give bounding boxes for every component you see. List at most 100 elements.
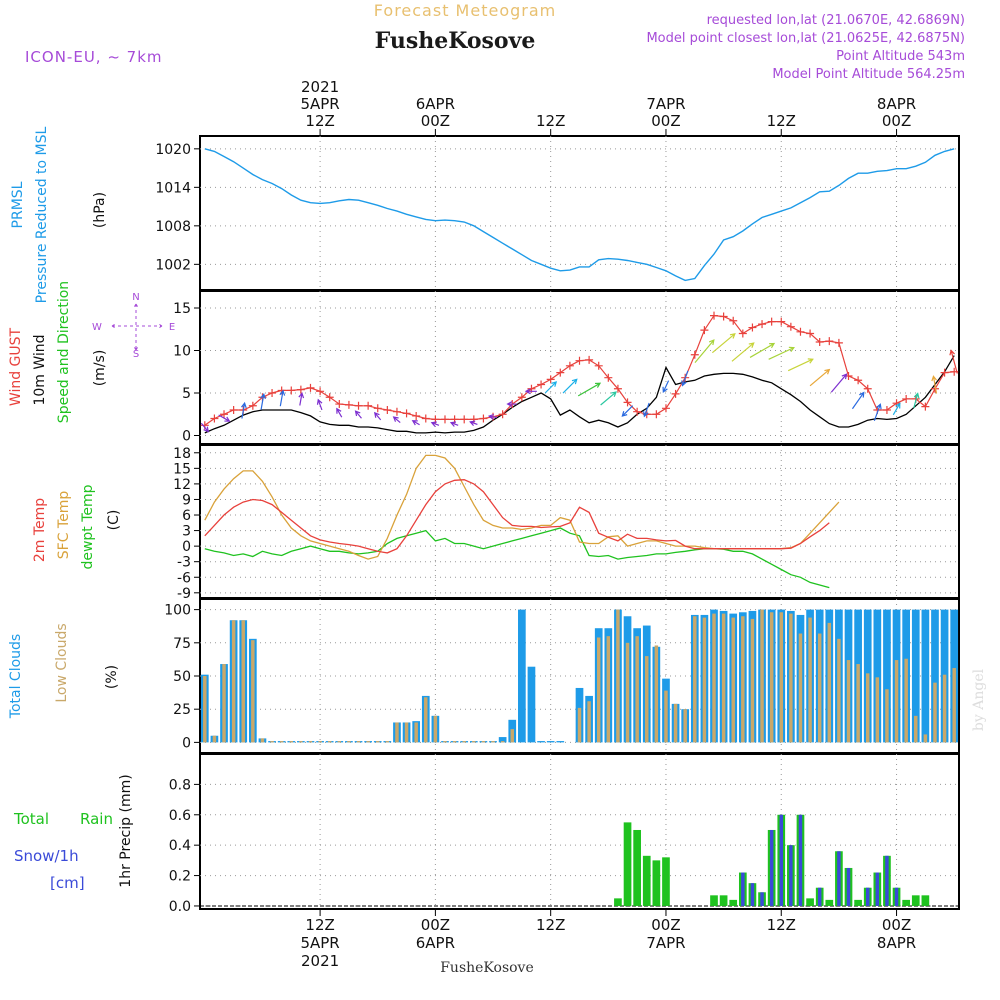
gust-point xyxy=(469,415,478,424)
low-cloud-bar xyxy=(712,613,716,743)
sfc-label: SFC Temp xyxy=(56,491,72,560)
time-label-hour: 12Z xyxy=(767,916,796,934)
low-cloud-bar xyxy=(645,656,649,743)
low-cloud-bar xyxy=(616,609,620,743)
rain-bar xyxy=(710,895,718,906)
gust-point xyxy=(325,393,334,402)
low-cloud-bar xyxy=(299,741,303,743)
gust-point xyxy=(825,337,834,346)
low-clouds-label: Low Clouds xyxy=(54,623,70,702)
time-label-hour: 00Z xyxy=(882,112,911,130)
snow-bar xyxy=(837,851,841,906)
rain-bar xyxy=(921,895,930,906)
y-tick-label: 15 xyxy=(173,301,191,317)
low-cloud-bar xyxy=(923,734,928,743)
wind-arrow xyxy=(830,373,848,393)
gust-point xyxy=(729,316,738,325)
low-cloud-bar xyxy=(414,722,418,743)
wind-gust-line xyxy=(204,314,955,426)
low-cloud-bar xyxy=(424,697,428,743)
gust-point xyxy=(556,368,565,377)
low-cloud-bar xyxy=(942,674,947,743)
gust-point xyxy=(517,393,526,402)
low-cloud-bar xyxy=(952,668,956,743)
gust-point xyxy=(652,410,661,419)
low-cloud-bar xyxy=(462,741,466,743)
total-cloud-bar xyxy=(498,737,507,743)
gust-point xyxy=(392,407,401,416)
y-tick-label: 100 xyxy=(164,603,191,619)
low-cloud-bar xyxy=(741,616,745,743)
gust-point xyxy=(412,411,421,420)
total-cloud-bar xyxy=(518,609,526,743)
snow-bar xyxy=(875,872,880,906)
y-tick-label: 0.8 xyxy=(169,777,191,793)
low-cloud-bar xyxy=(664,690,668,743)
low-cloud-bar xyxy=(856,664,860,743)
low-cloud-bar xyxy=(827,622,832,743)
y-tick-label: 1020 xyxy=(155,142,191,158)
gust-point xyxy=(690,350,699,359)
wind-arrow xyxy=(218,414,231,422)
low-cloud-bar xyxy=(452,741,457,743)
pressure-line xyxy=(204,148,955,282)
low-cloud-bar xyxy=(347,741,351,743)
gust-point xyxy=(479,414,488,423)
wind-arrow xyxy=(949,349,958,374)
gust-point xyxy=(575,356,584,365)
gust-point xyxy=(863,384,872,393)
panel-frame xyxy=(199,290,960,445)
y-tick-label: -3 xyxy=(177,555,191,571)
credit-watermark: by Angel xyxy=(971,668,987,731)
y-tick-label: 0 xyxy=(182,539,191,555)
gust-point xyxy=(758,320,767,329)
wind-panel: 0 5 10 15 N S W E xyxy=(92,290,960,445)
low-cloud-bar xyxy=(251,640,255,743)
gust-point xyxy=(700,326,709,335)
rain-bar xyxy=(854,899,862,906)
gust-point xyxy=(383,406,392,414)
time-label-date: 7APR xyxy=(646,934,685,952)
low-cloud-bar xyxy=(798,633,803,743)
total-cloud-bar xyxy=(546,741,555,743)
wind-arrow xyxy=(809,368,831,387)
gust-point xyxy=(623,398,632,407)
meteogram-title: Forecast Meteogram xyxy=(374,1,556,20)
low-cloud-bar xyxy=(279,741,284,743)
footer-location: FusheKosove xyxy=(440,960,534,976)
wind-arrow xyxy=(694,339,715,363)
low-cloud-bar xyxy=(683,709,687,743)
gust-point xyxy=(316,387,325,396)
y-tick-label: 0 xyxy=(182,429,191,445)
time-label-hour: 12Z xyxy=(305,112,334,130)
wind-arrow xyxy=(562,378,578,394)
low-cloud-bar xyxy=(885,689,889,743)
snow-bar xyxy=(769,829,774,906)
low-cloud-bar xyxy=(577,707,582,743)
total-cloud-bar xyxy=(921,609,930,743)
low-cloud-bar xyxy=(933,682,937,743)
y-tick-label: 25 xyxy=(173,702,191,718)
low-cloud-bar xyxy=(808,617,812,743)
wind-arrow xyxy=(449,421,459,427)
compass-n: N xyxy=(132,292,139,303)
wind-arrow xyxy=(577,382,602,397)
compass-arrows xyxy=(111,303,163,351)
low-cloud-bar xyxy=(203,676,207,743)
snow-bar xyxy=(760,892,764,906)
gust-label: Wind GUST xyxy=(8,327,24,406)
gust-point xyxy=(921,402,930,411)
y-tick-label: 0.2 xyxy=(169,869,191,885)
wind-arrow xyxy=(749,342,776,358)
wind-arrow xyxy=(430,421,440,427)
low-cloud-bar xyxy=(270,741,274,743)
gust-point xyxy=(671,389,680,398)
location-title: FusheKosove xyxy=(375,28,536,54)
wind-arrow xyxy=(240,401,247,419)
wind-arrow xyxy=(662,380,670,393)
rain-bar xyxy=(662,857,670,906)
low-cloud-bar xyxy=(356,741,361,743)
wind-arrow xyxy=(873,403,882,421)
wind-arrow xyxy=(731,342,755,362)
gust-point xyxy=(335,400,344,409)
